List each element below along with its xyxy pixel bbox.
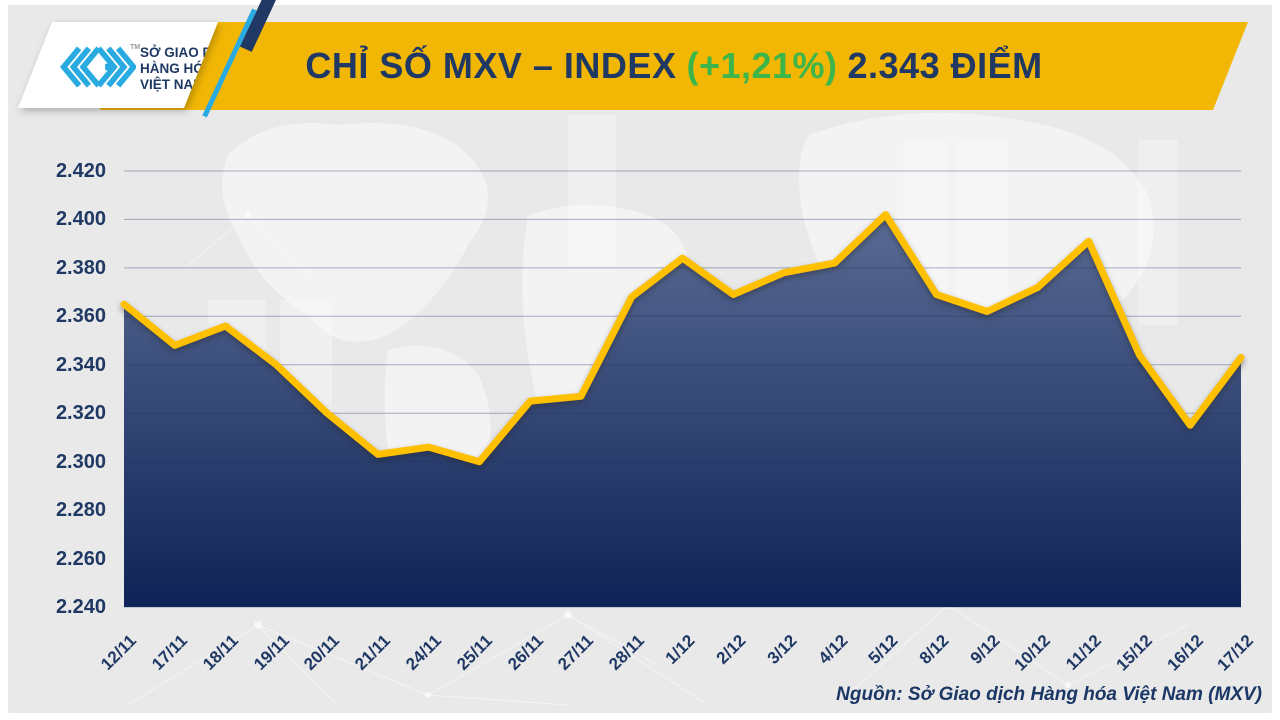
logo-text-line2: HÀNG HÓA <box>140 61 214 76</box>
mxv-logo-text: SỞ GIAO DỊCH HÀNG HÓA VIỆT NAM <box>140 45 236 93</box>
index-line <box>120 211 1245 466</box>
mxv-logo-icon <box>59 46 136 88</box>
page-title: CHỈ SỐ MXV – INDEX (+1,21%) 2.343 ĐIỂM <box>305 45 1042 87</box>
y-axis-label: 2.380 <box>55 256 106 279</box>
index-area-chart <box>120 170 1245 608</box>
trademark-label: TM <box>130 44 141 51</box>
source-caption: Nguồn: Sở Giao dịch Hàng hóa Việt Nam (M… <box>836 684 1262 705</box>
y-axis-label: 2.400 <box>55 208 106 231</box>
y-axis-label: 2.360 <box>55 305 106 328</box>
y-axis-label: 2.420 <box>55 160 106 182</box>
y-axis-label: 2.240 <box>55 596 106 618</box>
y-axis-label: 2.320 <box>55 402 106 425</box>
y-axis-label: 2.340 <box>55 353 106 376</box>
logo-text-line3: VIỆT NAM <box>140 77 205 92</box>
mxv-logo-card: TM SỞ GIAO DỊCH HÀNG HÓA VIỆT NAM <box>18 22 218 108</box>
mxv-logo-card-surface: TM SỞ GIAO DỊCH HÀNG HÓA VIỆT NAM <box>18 22 218 108</box>
y-axis-label: 2.280 <box>55 499 106 522</box>
logo-text-line1: SỞ GIAO DỊCH <box>140 45 236 60</box>
y-axis-label: 2.260 <box>55 547 106 570</box>
title-index-points: 2.343 ĐIỂM <box>847 45 1043 86</box>
title-change-percent: (+1,21%) <box>686 45 838 86</box>
index-area-fill <box>124 214 1241 607</box>
title-banner: CHỈ SỐ MXV – INDEX (+1,21%) 2.343 ĐIỂM <box>100 22 1248 110</box>
y-axis-label: 2.300 <box>55 450 106 473</box>
title-prefix: CHỈ SỐ MXV – INDEX <box>305 45 677 86</box>
